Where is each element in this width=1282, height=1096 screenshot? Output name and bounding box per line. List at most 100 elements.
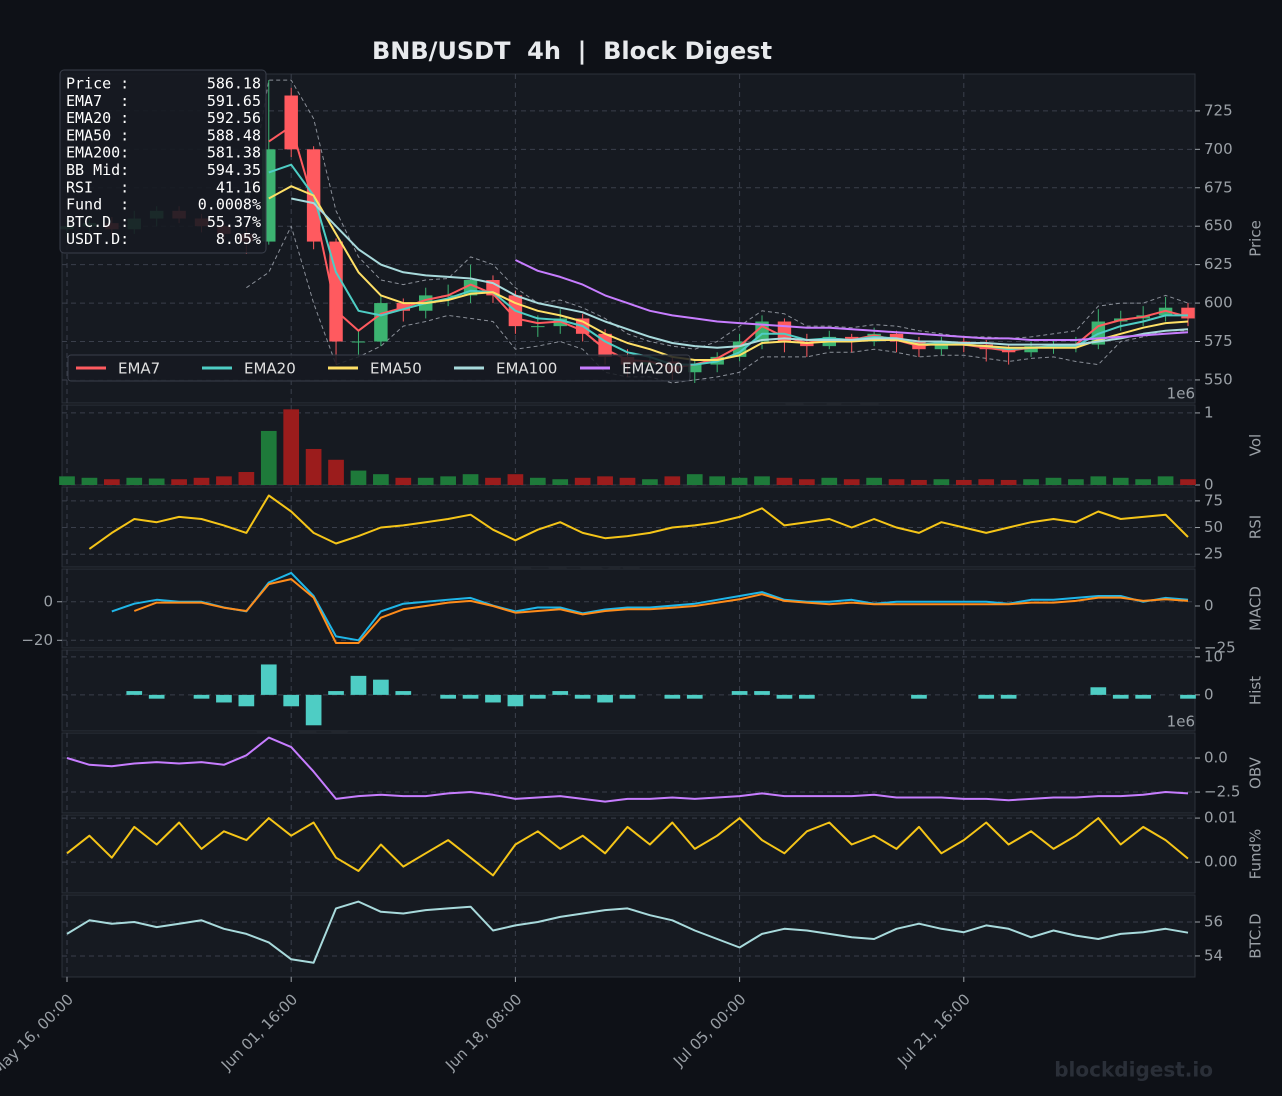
y-tick-label: 550: [1204, 370, 1233, 388]
bar: [597, 476, 613, 485]
bar: [305, 694, 322, 726]
info-label: RSI :: [66, 178, 129, 196]
panel: [61, 732, 1196, 814]
candle-body: [351, 341, 366, 343]
bar: [866, 477, 882, 485]
chart-title: BNB/USDT 4h | Block Digest: [372, 37, 772, 65]
bar: [148, 694, 165, 699]
y-tick-label: 0.0: [1204, 749, 1228, 767]
bar: [1023, 479, 1039, 485]
bar: [485, 477, 501, 485]
bar: [574, 477, 591, 485]
y-tick-label: −2.5: [1204, 783, 1240, 801]
legend-label: EMA200: [622, 360, 683, 378]
bar: [1000, 694, 1017, 699]
bar: [440, 476, 456, 485]
info-label: BTC.D :: [66, 213, 129, 231]
indicator-line: [66, 736, 1189, 803]
y-tick-label: 54: [1204, 946, 1223, 964]
bar: [799, 694, 815, 699]
bar: [350, 675, 367, 695]
info-label: USDT.D:: [66, 230, 129, 248]
bar: [260, 430, 277, 485]
bar: [462, 474, 479, 485]
legend-label: EMA100: [496, 360, 557, 378]
info-value: 581.38: [207, 144, 261, 162]
y-tick-label: 0: [1204, 476, 1214, 494]
info-label: EMA7 :: [66, 92, 129, 110]
bar: [1045, 477, 1062, 485]
bar: [955, 479, 972, 485]
y-tick-label: −25: [1204, 639, 1236, 657]
bar: [978, 479, 995, 485]
axis-offset: 1e6: [1167, 385, 1195, 403]
bar: [642, 479, 658, 485]
bar: [216, 694, 232, 703]
bar: [305, 448, 322, 485]
y-tick-label: 0: [43, 592, 53, 610]
panel: [61, 649, 1196, 732]
bar: [1180, 694, 1196, 699]
panel: [61, 486, 1196, 568]
bar: [1135, 479, 1152, 485]
bar: [664, 694, 681, 699]
bar: [911, 479, 927, 485]
info-value: 0.0008%: [198, 196, 261, 214]
info-value: 588.48: [207, 126, 261, 144]
bar: [843, 479, 860, 485]
bar: [485, 694, 501, 703]
bar: [911, 694, 927, 699]
bar: [933, 479, 950, 485]
ema-line: [514, 259, 1189, 341]
candle-body: [1181, 307, 1195, 319]
info-box: [59, 69, 267, 254]
bar: [1112, 694, 1129, 699]
bar: [171, 479, 187, 485]
y-tick-label: 725: [1204, 101, 1233, 119]
bar: [776, 477, 793, 485]
y-tick-label: 25: [1204, 545, 1223, 563]
bar: [148, 478, 165, 485]
bar: [283, 409, 300, 485]
candle-body: [688, 364, 702, 373]
bar: [238, 472, 255, 485]
bar: [126, 477, 143, 485]
info-value: 55.37%: [207, 213, 261, 231]
bar: [328, 459, 344, 485]
bar: [59, 476, 75, 485]
bar: [440, 694, 456, 699]
bar: [1000, 479, 1017, 485]
y-tick-label: 0.01: [1204, 809, 1237, 827]
indicator-line: [66, 817, 1189, 877]
bar: [193, 477, 210, 485]
ema-line: [268, 185, 1189, 361]
y-axis-label: OBV: [1247, 756, 1265, 789]
bar: [799, 479, 815, 485]
candle-body: [329, 241, 343, 342]
y-tick-label: 1: [1204, 403, 1214, 421]
bar: [103, 479, 120, 485]
bar: [1135, 694, 1152, 699]
bar: [888, 479, 905, 485]
bar: [260, 664, 277, 695]
y-tick-label: 0.00: [1204, 853, 1237, 871]
bar: [462, 694, 479, 699]
bar: [1090, 687, 1107, 695]
info-value: 586.18: [207, 75, 261, 93]
y-axis-label: Fund%: [1247, 829, 1265, 880]
bar: [709, 476, 726, 485]
legend-label: EMA20: [244, 360, 296, 378]
y-axis-label: BTC.D: [1247, 913, 1265, 958]
bar: [776, 694, 793, 699]
info-label: Fund :: [66, 196, 129, 214]
info-value: 594.35: [207, 161, 261, 179]
y-tick-label: 600: [1204, 294, 1233, 312]
info-value: 591.65: [207, 92, 261, 110]
info-label: EMA200:: [66, 144, 129, 162]
info-label: EMA20 :: [66, 109, 129, 127]
y-tick-label: 75: [1204, 491, 1223, 509]
info-value: 8.05%: [216, 230, 261, 248]
bar: [417, 477, 434, 485]
y-tick-label: 700: [1204, 140, 1233, 158]
